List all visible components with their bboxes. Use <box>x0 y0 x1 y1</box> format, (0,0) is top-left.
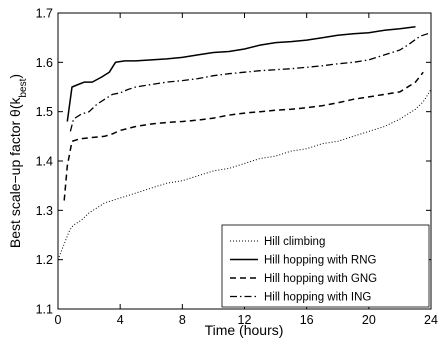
y-tick-label: 1.6 <box>36 56 53 70</box>
y-tick-label: 1.7 <box>36 7 53 21</box>
x-tick-label: 0 <box>55 313 62 327</box>
y-tick-label: 1.5 <box>36 105 53 119</box>
x-tick-label: 16 <box>300 313 314 327</box>
legend-label: Hill hopping with GNG <box>264 273 377 285</box>
x-tick-label: 24 <box>424 313 438 327</box>
x-tick-label: 8 <box>179 313 186 327</box>
y-tick-label: 1.1 <box>36 303 53 317</box>
data-series <box>57 26 432 260</box>
y-axis-label: Best scale−up factor θ(kbest) <box>7 74 29 248</box>
y-tick-label: 1.2 <box>36 253 53 267</box>
x-axis-label: Time (hours) <box>205 322 284 338</box>
legend-label: Hill climbing <box>264 236 325 248</box>
x-tick-label: 12 <box>238 313 252 327</box>
legend-box <box>221 224 430 308</box>
series-line-3 <box>63 71 424 201</box>
y-axis-label-subscript: best <box>18 78 29 97</box>
y-tick-label: 1.4 <box>36 155 53 169</box>
x-tick-label: 4 <box>117 313 124 327</box>
legend-label: Hill hopping with ING <box>264 292 371 304</box>
y-tick-label: 1.3 <box>36 204 53 218</box>
x-tick-label: 20 <box>362 313 376 327</box>
y-axis-label-main: Best scale−up factor θ(k <box>7 97 23 249</box>
legend: Hill climbing Hill hopping with RNG Hill h… <box>221 224 430 308</box>
series-line-1 <box>57 89 432 260</box>
legend-label: Hill hopping with RNG <box>264 255 377 267</box>
series-line-4 <box>69 32 432 132</box>
axis-ticks: 0 4 8 12 16 20 24 1.1 1.2 1.3 1.4 1.5 1.6 1.7 <box>36 7 438 328</box>
y-axis-label-close: ) <box>7 74 23 79</box>
series-line-2 <box>66 26 416 122</box>
